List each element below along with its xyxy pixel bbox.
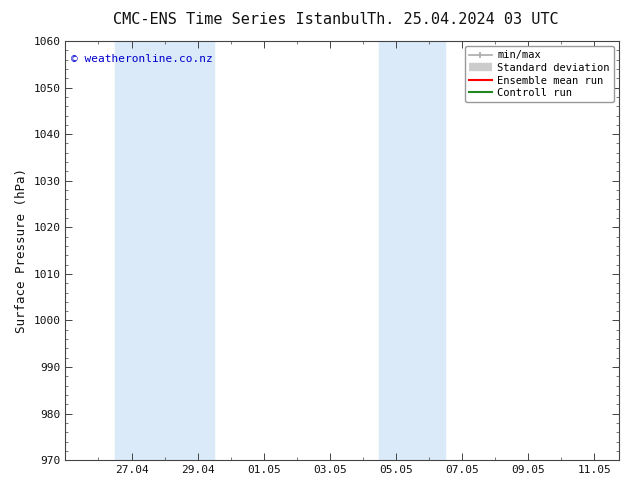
Text: Th. 25.04.2024 03 UTC: Th. 25.04.2024 03 UTC	[367, 12, 559, 27]
Text: CMC-ENS Time Series Istanbul: CMC-ENS Time Series Istanbul	[113, 12, 368, 27]
Bar	[115, 41, 214, 460]
Text: © weatheronline.co.nz: © weatheronline.co.nz	[71, 53, 212, 64]
Legend: min/max, Standard deviation, Ensemble mean run, Controll run: min/max, Standard deviation, Ensemble me…	[465, 46, 614, 102]
Bar	[379, 41, 446, 460]
Y-axis label: Surface Pressure (hPa): Surface Pressure (hPa)	[15, 168, 28, 333]
